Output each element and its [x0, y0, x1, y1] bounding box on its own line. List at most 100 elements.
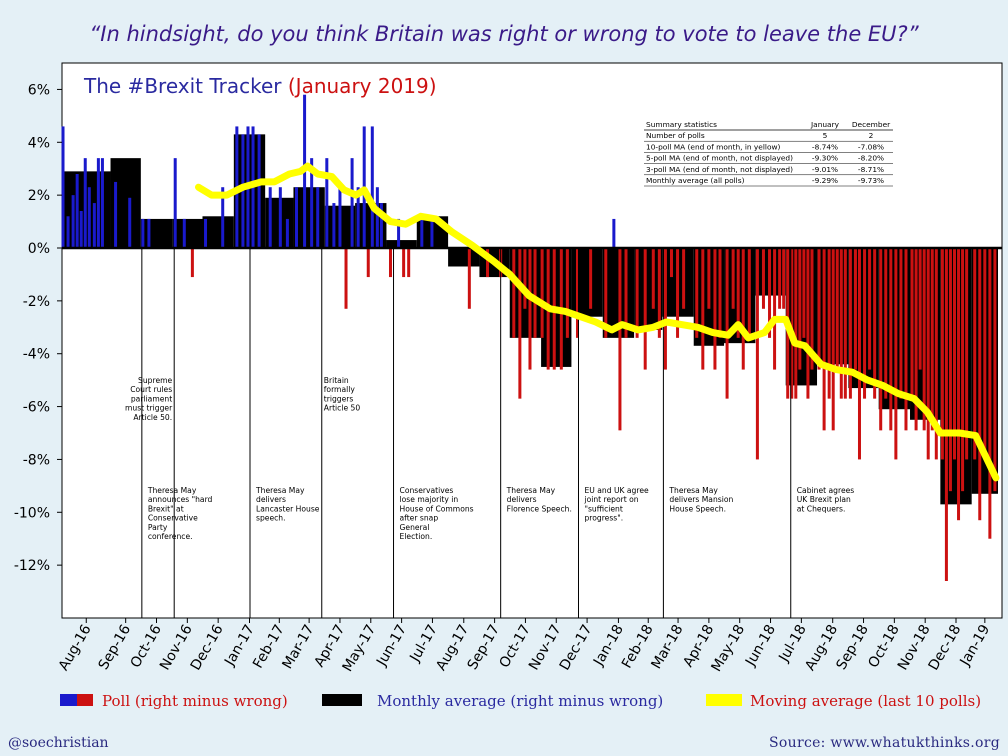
poll-bar: [430, 218, 434, 248]
poll-bar: [802, 248, 806, 338]
poll-bar: [910, 248, 914, 399]
poll-bar: [375, 187, 379, 248]
poll-bar: [190, 248, 194, 278]
poll-bar: [325, 158, 329, 248]
poll-bar: [806, 248, 810, 399]
poll-bar: [778, 248, 782, 309]
summary-table-cell: Number of polls: [646, 131, 705, 140]
monthly-bar: [634, 248, 663, 330]
poll-bar: [397, 218, 401, 248]
legend-swatch-moving: [706, 694, 742, 706]
event-annotation: Theresa May announces "hard Brexit" at Cons…: [147, 486, 213, 541]
poll-bar: [918, 248, 922, 370]
x-tick-label: Jun-18: [742, 622, 779, 670]
poll-bar: [695, 248, 699, 338]
event-annotation: Supreme Court rules parliament must trigger…: [125, 376, 173, 422]
y-tick-label: 6%: [28, 82, 50, 98]
poll-bars: [61, 94, 997, 581]
poll-bar: [940, 248, 944, 460]
poll-bar: [952, 248, 956, 460]
poll-bar: [402, 248, 406, 278]
poll-bar: [718, 248, 722, 338]
poll-bar: [894, 248, 898, 460]
poll-bar: [575, 248, 579, 338]
poll-bar: [914, 248, 918, 431]
legend-swatch-poll-blue: [60, 694, 77, 706]
event-annotation: EU and UK agree joint report on "sufficien…: [583, 486, 649, 523]
poll-bar: [533, 248, 537, 338]
poll-bar: [904, 248, 908, 431]
monthly-bar: [293, 187, 325, 248]
poll-bar: [285, 218, 289, 248]
poll-bar: [889, 248, 893, 431]
event-annotation: Cabinet agrees UK Brexit plan at Chequers.: [797, 486, 855, 513]
legend-swatch-poll-red: [77, 694, 93, 706]
poll-bar: [278, 187, 282, 248]
event-annotation: Theresa May delivers Lancaster House speech…: [255, 486, 320, 523]
poll-bar: [682, 248, 686, 309]
poll-bar: [657, 248, 661, 338]
y-tick-label: -8%: [23, 452, 50, 468]
poll-bar: [755, 248, 759, 460]
poll-bar: [147, 218, 151, 248]
poll-bar: [565, 248, 569, 338]
poll-bar: [741, 248, 745, 370]
summary-table-cell: -9.30%: [812, 154, 838, 163]
poll-bar: [879, 248, 883, 431]
y-tick-label: -4%: [23, 347, 50, 363]
summary-table-header: January: [810, 120, 840, 129]
poll-bar: [182, 218, 186, 248]
poll-bar: [747, 248, 751, 338]
poll-bar: [810, 248, 814, 370]
summary-table-header: Summary statistics: [646, 120, 717, 129]
y-tick-label: -12%: [14, 558, 50, 574]
x-tick-label: Jul-17: [407, 622, 441, 665]
poll-bar: [310, 158, 314, 248]
poll-bar: [294, 187, 298, 248]
poll-bar: [100, 158, 104, 248]
legend-label-poll: Poll (right minus wrong): [102, 692, 288, 710]
poll-bar: [768, 248, 772, 338]
poll-bar: [370, 126, 374, 248]
monthly-bar: [202, 216, 234, 248]
poll-bar: [676, 248, 680, 338]
summary-table-cell: -8.74%: [812, 142, 838, 151]
y-tick-label: -6%: [23, 400, 50, 416]
poll-bar: [926, 248, 930, 460]
poll-bar: [731, 248, 735, 309]
event-annotation: Theresa May delivers Florence Speech.: [506, 486, 572, 513]
poll-bar: [618, 248, 622, 431]
poll-bar: [75, 174, 79, 248]
event-annotation: Britain formally triggers Article 50: [324, 376, 361, 413]
poll-bar: [798, 248, 802, 370]
summary-table-cell: 5: [823, 131, 828, 140]
poll-bar: [332, 203, 336, 248]
poll-bar: [782, 248, 786, 309]
poll-bar: [257, 134, 261, 248]
poll-bar: [241, 134, 245, 248]
legend-swatch-monthly: [322, 694, 362, 706]
legend-label-monthly: Monthly average (right minus wrong): [377, 692, 663, 710]
poll-bar: [92, 203, 96, 248]
summary-table-cell: -9.01%: [812, 165, 838, 174]
poll-bar: [518, 248, 522, 399]
legend: Poll (right minus wrong) Monthly average…: [60, 692, 981, 710]
poll-bar: [978, 248, 982, 521]
poll-bar: [988, 248, 992, 539]
monthly-bar: [386, 240, 417, 248]
poll-bar: [407, 248, 411, 278]
poll-bar: [635, 248, 639, 338]
chart-title-main: The #Brexit Tracker: [83, 74, 288, 98]
poll-bar: [773, 248, 777, 370]
poll-bar: [356, 187, 360, 248]
poll-bar: [761, 248, 765, 309]
monthly-bar: [140, 218, 173, 248]
source-credit: Source: www.whatukthinks.org: [769, 735, 1000, 751]
poll-bar: [853, 248, 857, 370]
poll-bar: [268, 187, 272, 248]
y-axis: 6% 4% 2% 0% -2% -4% -6% -8% -10% -12%: [14, 82, 62, 574]
poll-bar: [790, 248, 794, 399]
poll-bar: [643, 248, 647, 370]
poll-bar: [863, 248, 867, 399]
